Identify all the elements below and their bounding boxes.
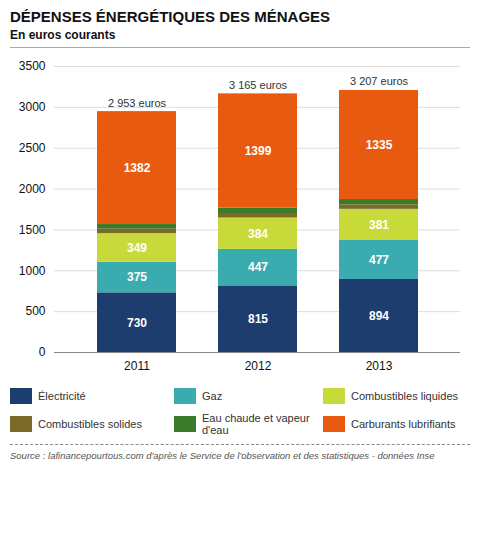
html-text:Combustibles liquides: Combustibles liquides	[351, 390, 458, 402]
svg-text:2000: 2000	[19, 182, 46, 196]
html-text:En euros courants: En euros courants	[10, 28, 116, 42]
svg-text:1335: 1335	[366, 138, 393, 152]
svg-text:3 207 euros: 3 207 euros	[350, 75, 409, 87]
svg-text:349: 349	[127, 241, 147, 255]
html-text:Eau chaude et vapeur d'eau: Eau chaude et vapeur d'eau	[202, 412, 310, 436]
svg-text:1382: 1382	[124, 161, 151, 175]
svg-text:384: 384	[248, 227, 268, 241]
html-text:Source : lafinancepourtous.com: Source : lafinancepourtous.com d'après l…	[10, 450, 435, 461]
html-text:Électricité: Électricité	[38, 390, 86, 402]
html-text:DÉPENSES ÉNERGÉTIQUES DES MÉNA: DÉPENSES ÉNERGÉTIQUES DES MÉNAGES	[10, 8, 331, 25]
svg-text:2 953 euros: 2 953 euros	[108, 97, 167, 109]
svg-text:2500: 2500	[19, 141, 46, 155]
svg-text:375: 375	[127, 270, 147, 284]
svg-text:447: 447	[248, 260, 268, 274]
svg-text:1399: 1399	[245, 144, 272, 158]
svg-text:3 165 euros: 3 165 euros	[229, 79, 288, 91]
svg-text:0: 0	[39, 345, 46, 359]
svg-text:1500: 1500	[19, 223, 46, 237]
svg-text:894: 894	[369, 309, 389, 323]
svg-text:477: 477	[369, 253, 389, 267]
svg-text:730: 730	[127, 316, 147, 330]
svg-text:381: 381	[369, 218, 389, 232]
html-text:Combustibles solides: Combustibles solides	[38, 418, 142, 430]
svg-text:2011: 2011	[124, 359, 150, 373]
svg-text:2012: 2012	[245, 359, 272, 373]
svg-text:1000: 1000	[19, 264, 46, 278]
svg-text:500: 500	[25, 304, 45, 318]
svg-text:3500: 3500	[19, 59, 46, 73]
html-text:Carburants lubrifiants: Carburants lubrifiants	[351, 418, 456, 430]
svg-text:2013: 2013	[366, 359, 393, 373]
svg-text:3000: 3000	[19, 100, 46, 114]
svg-text:815: 815	[248, 312, 268, 326]
html-text:Gaz: Gaz	[202, 390, 223, 402]
